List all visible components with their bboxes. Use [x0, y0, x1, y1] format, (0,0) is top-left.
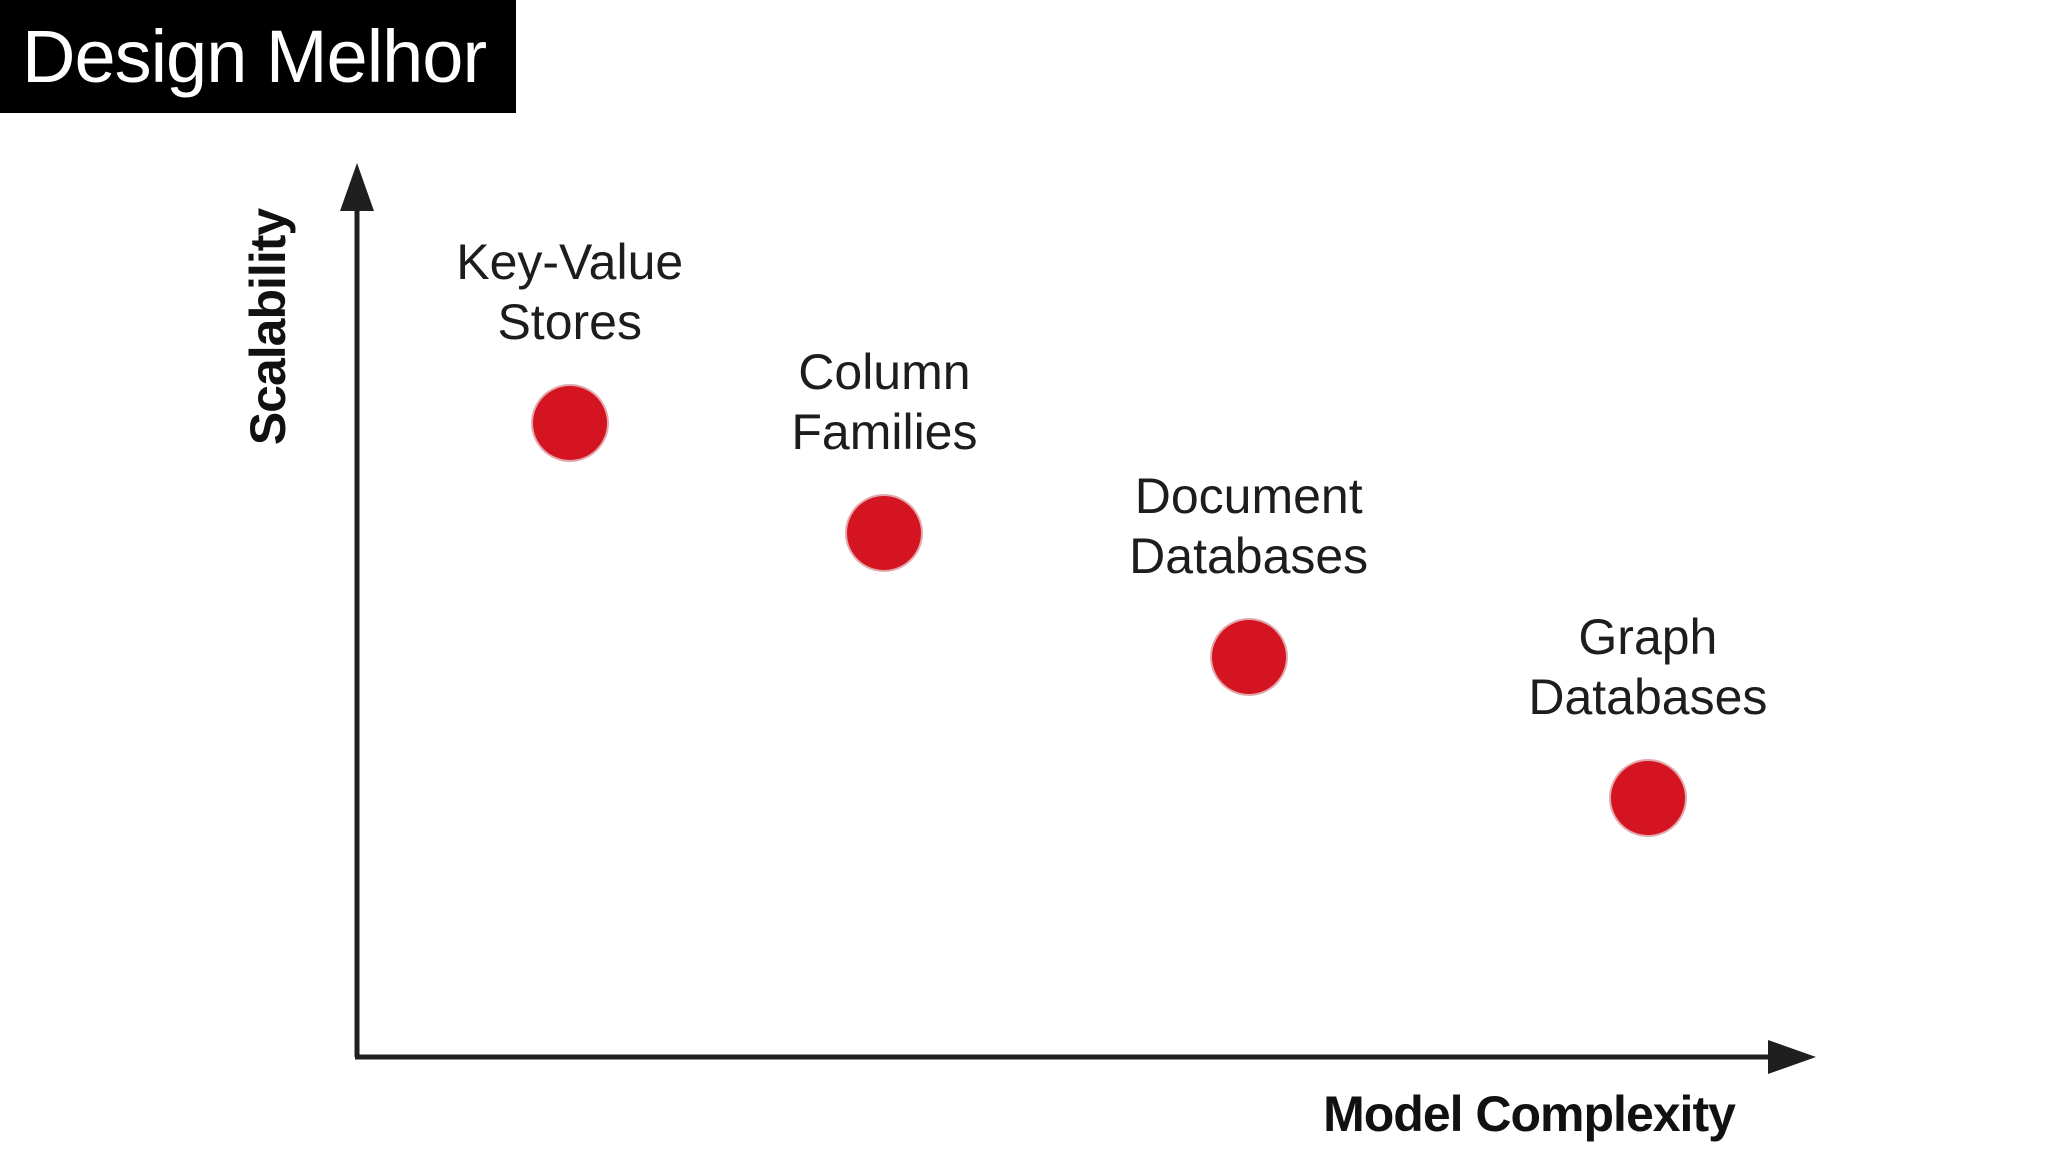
banner-title: Design Melhor	[22, 15, 487, 98]
data-point-dot	[847, 496, 922, 571]
data-point-label: Key-Value Stores	[456, 232, 683, 352]
data-point-label-line: Column	[798, 344, 971, 401]
x-axis-label: Model Complexity	[1323, 1086, 1736, 1142]
title-banner: Design Melhor	[0, 0, 516, 113]
data-point-dot	[1610, 761, 1685, 836]
y-axis-label: Scalability	[240, 208, 296, 446]
data-point-label-line: Databases	[1129, 528, 1369, 585]
data-point-label-line: Databases	[1528, 669, 1768, 726]
data-point-label-line: Key-Value	[456, 233, 684, 290]
data-point-label-line: Document	[1134, 468, 1363, 525]
data-point-label-line: Graph	[1578, 609, 1718, 666]
x-axis-arrowhead-icon	[1768, 1040, 1816, 1074]
data-point-label: Column Families	[791, 342, 977, 462]
data-point-label: Graph Databases	[1528, 607, 1767, 727]
data-point-label-line: Families	[791, 404, 978, 461]
data-point-dot	[532, 385, 607, 460]
data-point-label-line: Stores	[497, 293, 642, 350]
y-axis-arrowhead-icon	[340, 163, 374, 211]
data-point-dot	[1211, 620, 1286, 695]
data-point-label: Document Databases	[1129, 466, 1368, 586]
